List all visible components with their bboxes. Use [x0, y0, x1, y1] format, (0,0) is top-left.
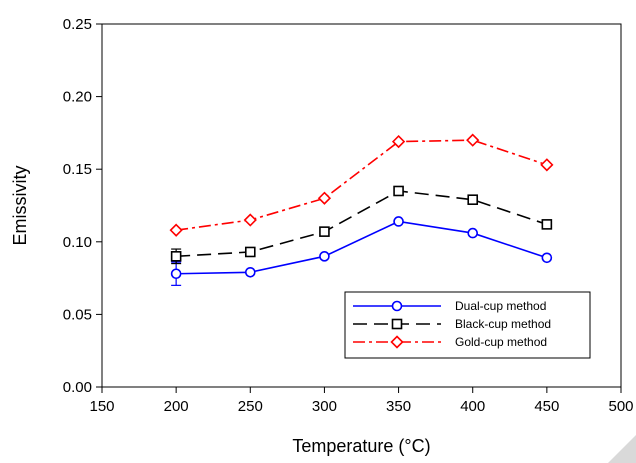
- legend-black-cup-method-marker: [391, 318, 403, 330]
- series-gold-cup-method: [169, 133, 554, 237]
- black-cup-method-marker: [170, 251, 182, 262]
- x-tick-label: 400: [460, 398, 485, 415]
- legend: Dual-cup method Black-cup method Gold-cup …: [344, 291, 591, 359]
- dual-cup-method-marker: [393, 216, 404, 227]
- legend-gold-cup-method-label: Gold-cup method: [455, 335, 547, 349]
- legend-dual-cup-method-marker: [391, 300, 403, 312]
- dual-cup-method-marker: [170, 268, 182, 280]
- x-tick-label: 350: [386, 398, 411, 415]
- y-axis-title: Emissivity: [10, 166, 30, 246]
- y-tick-label: 0.00: [63, 379, 92, 396]
- x-axis-ticks: 150 200 250 300 350 400 450 500: [89, 387, 634, 415]
- x-tick-label: 450: [534, 398, 559, 415]
- x-tick-label: 500: [608, 398, 633, 415]
- gold-cup-method-line: [176, 139, 548, 231]
- legend-dual-cup-method-label: Dual-cup method: [455, 299, 546, 313]
- gold-cup-method-marker: [391, 134, 406, 149]
- y-tick-label: 0.25: [63, 16, 92, 33]
- black-cup-method-marker: [393, 185, 404, 197]
- black-cup-method-marker: [244, 246, 256, 258]
- legend-gold-cup-method-marker: [390, 335, 404, 349]
- black-cup-method-line: [176, 190, 548, 258]
- dual-cup-method-marker: [467, 227, 479, 239]
- gold-cup-method-marker: [243, 213, 257, 227]
- series-layer: [169, 133, 554, 286]
- legend-black-cup-method-label: Black-cup method: [455, 317, 551, 331]
- y-axis-ticks: 0.00 0.05 0.10 0.15 0.20 0.25: [63, 16, 102, 396]
- dual-cup-method-line: [176, 220, 548, 275]
- x-tick-label: 150: [89, 398, 114, 415]
- dual-cup-method-marker: [541, 252, 553, 264]
- series-black-cup-method: [170, 185, 553, 265]
- legend-box: [344, 291, 591, 359]
- black-cup-method-marker: [541, 219, 553, 230]
- gold-cup-method-marker: [540, 158, 554, 172]
- gold-cup-method-marker: [169, 223, 183, 237]
- x-tick-label: 300: [312, 398, 337, 415]
- dual-cup-method-marker: [244, 266, 256, 278]
- gold-cup-method-marker: [317, 191, 332, 205]
- series-dual-cup-method: [170, 216, 553, 286]
- y-tick-label: 0.05: [63, 306, 92, 323]
- x-tick-label: 250: [238, 398, 263, 415]
- x-tick-label: 200: [164, 398, 189, 415]
- gold-cup-method-marker: [466, 133, 480, 147]
- corner-fold-decoration: [608, 435, 636, 463]
- black-cup-method-marker: [319, 226, 330, 237]
- y-tick-label: 0.10: [63, 234, 92, 251]
- y-tick-label: 0.15: [63, 161, 92, 178]
- dual-cup-method-marker: [319, 251, 330, 262]
- x-axis-title: Temperature (°C): [292, 436, 430, 456]
- axes: [101, 23, 622, 388]
- plot-frame: [101, 23, 622, 388]
- y-tick-label: 0.20: [63, 89, 92, 106]
- black-cup-method-marker: [467, 194, 479, 205]
